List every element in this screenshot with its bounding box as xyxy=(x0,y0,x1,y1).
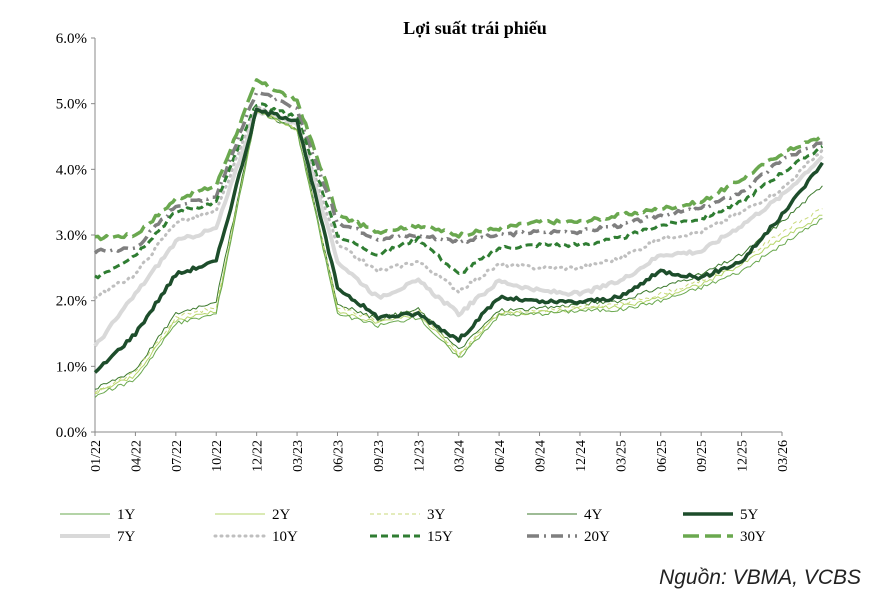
series-line-7y xyxy=(93,110,824,348)
source-note: Nguồn: VBMA, VCBS xyxy=(659,566,861,589)
legend-label-3y: 3Y xyxy=(427,507,446,523)
x-tick-label: 12/25 xyxy=(736,440,751,472)
series-line-4y xyxy=(94,110,823,390)
series-line-1y xyxy=(94,110,823,398)
series-line-5y xyxy=(93,107,824,374)
x-tick-label: 12/22 xyxy=(251,440,266,472)
x-tick-label: 12/23 xyxy=(412,440,427,472)
series-line-3y xyxy=(94,108,823,394)
x-tick-label: 09/23 xyxy=(372,440,387,472)
x-tick-label: 06/25 xyxy=(655,440,670,472)
y-tick-label: 0.0% xyxy=(56,425,87,441)
x-tick-label: 06/23 xyxy=(331,440,346,472)
legend-label-1y: 1Y xyxy=(117,507,136,523)
x-tick-label: 04/22 xyxy=(129,440,144,472)
x-tick-label: 06/24 xyxy=(493,440,508,472)
legend-label-7y: 7Y xyxy=(117,529,136,545)
x-tick-label: 03/23 xyxy=(291,440,306,472)
legend-label-4y: 4Y xyxy=(584,507,603,523)
x-tick-label: 01/22 xyxy=(89,440,104,472)
series-line-20y xyxy=(93,90,823,255)
x-tick-label: 12/24 xyxy=(574,440,589,472)
chart-title: Lợi suất trái phiếu xyxy=(403,18,547,38)
legend: 1Y 2Y 3Y 4Y 5Y 7Y 10Y 15Y 20Y 30Y xyxy=(60,507,766,545)
legend-label-20y: 20Y xyxy=(584,529,610,545)
legend-label-2y: 2Y xyxy=(272,507,291,523)
x-axis-ticks: 01/22 04/22 07/22 10/22 12/22 03/23 06/23 09/23… xyxy=(89,432,791,472)
x-tick-label: 10/22 xyxy=(210,440,225,472)
y-tick-label: 6.0% xyxy=(56,31,87,47)
x-tick-label: 03/25 xyxy=(614,440,629,472)
y-tick-label: 3.0% xyxy=(56,228,87,244)
y-axis-ticks: 0.0% 1.0% 2.0% 3.0% 4.0% 5.0% 6.0% xyxy=(56,31,95,441)
y-tick-label: 2.0% xyxy=(56,294,87,310)
x-tick-label: 03/26 xyxy=(776,440,791,472)
y-tick-label: 5.0% xyxy=(56,97,87,113)
x-tick-label: 09/25 xyxy=(695,440,710,472)
legend-label-30y: 30Y xyxy=(740,529,766,545)
legend-label-5y: 5Y xyxy=(740,507,759,523)
series-line-10y xyxy=(93,104,824,299)
x-tick-label: 07/22 xyxy=(170,440,185,472)
legend-label-15y: 15Y xyxy=(427,529,453,545)
legend-label-10y: 10Y xyxy=(272,529,298,545)
y-tick-label: 4.0% xyxy=(56,162,87,178)
y-tick-label: 1.0% xyxy=(56,359,87,375)
x-tick-label: 09/24 xyxy=(534,440,549,472)
series-line-30y xyxy=(94,78,823,242)
series-lines xyxy=(93,78,824,398)
x-tick-label: 03/24 xyxy=(453,440,468,472)
series-line-2y xyxy=(94,111,823,395)
series-line-15y xyxy=(94,102,824,280)
